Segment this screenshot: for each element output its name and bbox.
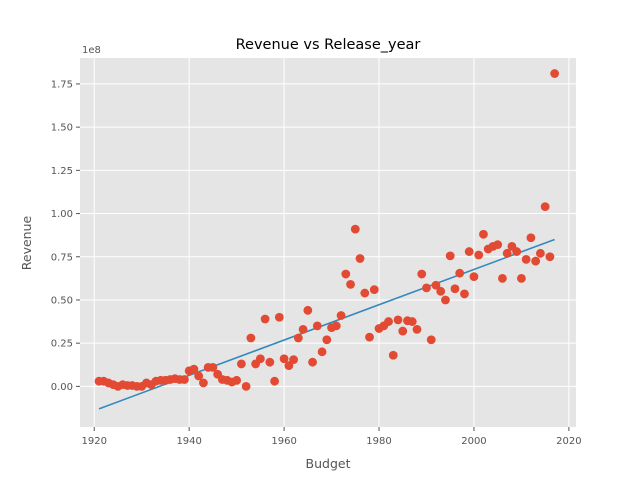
data-point	[545, 252, 555, 262]
y-axis-label: Revenue	[19, 215, 34, 270]
x-tick-label: 1960	[271, 436, 296, 447]
y-tick-label: 1.50	[51, 123, 73, 134]
x-tick-label: 2020	[556, 436, 581, 447]
y-tick-label: 0.00	[51, 382, 73, 393]
data-point	[436, 286, 446, 296]
data-point	[312, 321, 322, 331]
y-tick-label: 0.50	[51, 295, 73, 306]
data-point	[255, 354, 265, 364]
data-point	[355, 254, 365, 263]
data-point	[398, 326, 408, 336]
data-point	[289, 355, 298, 364]
data-point	[502, 248, 512, 258]
data-point	[189, 364, 199, 374]
data-point	[369, 285, 379, 294]
data-point	[464, 247, 474, 256]
data-point	[431, 280, 441, 290]
data-point	[360, 288, 370, 298]
y-tick-label: 1.25	[51, 166, 73, 177]
data-point	[445, 251, 455, 261]
x-axis-label: Budget	[306, 456, 351, 471]
x-tick-label: 1920	[82, 436, 107, 447]
data-point	[322, 335, 332, 345]
data-point	[241, 381, 251, 391]
y-tick-label: 0.25	[51, 339, 73, 350]
grid	[80, 58, 576, 427]
data-point	[194, 371, 204, 381]
data-point	[236, 359, 246, 369]
y-tick-label: 0.75	[51, 252, 73, 263]
data-point	[208, 362, 218, 372]
data-point	[479, 229, 488, 239]
data-point	[365, 332, 374, 342]
axis-ticks: 1920 1940 1960 1980 2000 2020 0.00 0.25 0.50 0.75…	[51, 79, 582, 447]
data-point	[469, 272, 479, 282]
data-point	[412, 324, 422, 334]
data-point	[384, 317, 393, 326]
data-point	[279, 354, 289, 364]
data-point	[455, 268, 465, 278]
chart-title: Revenue vs Release_year	[236, 37, 421, 53]
y-tick-label: 1.75	[51, 79, 73, 90]
data-point	[521, 254, 531, 264]
data-point	[512, 247, 522, 256]
data-point	[265, 357, 275, 367]
data-point	[531, 256, 541, 266]
data-point	[341, 269, 351, 279]
data-point	[246, 333, 256, 343]
data-point	[450, 284, 460, 294]
data-point	[422, 283, 431, 293]
y-axis-offset-label: 1e8	[82, 45, 101, 56]
data-point	[331, 321, 341, 331]
data-point	[298, 324, 308, 334]
x-tick-label: 2000	[461, 436, 486, 447]
data-point	[199, 378, 208, 388]
data-point	[498, 273, 507, 283]
data-point	[526, 233, 536, 243]
data-point	[293, 333, 303, 343]
data-point	[270, 376, 280, 386]
data-point	[180, 375, 189, 384]
data-point	[308, 357, 317, 367]
x-tick-label: 1980	[366, 436, 391, 447]
data-point	[550, 69, 560, 78]
data-point	[260, 314, 270, 324]
data-point	[388, 350, 398, 360]
data-point	[426, 335, 436, 345]
data-point	[350, 224, 360, 234]
data-point	[284, 361, 294, 371]
data-point	[474, 250, 484, 260]
data-point	[441, 295, 450, 305]
data-point	[540, 202, 550, 212]
data-point	[303, 305, 313, 315]
data-point	[460, 289, 469, 299]
data-point	[407, 317, 417, 326]
data-point	[232, 375, 242, 385]
data-point	[346, 280, 355, 289]
data-point	[336, 311, 346, 320]
data-point	[393, 315, 403, 325]
data-point	[493, 240, 503, 250]
data-point	[536, 248, 545, 258]
y-tick-label: 1.00	[51, 209, 73, 220]
data-point	[417, 269, 427, 279]
x-tick-label: 1940	[176, 436, 201, 447]
scatter-points	[94, 69, 560, 391]
data-point	[317, 347, 327, 357]
data-point	[517, 273, 526, 283]
plot-area	[80, 58, 576, 427]
data-point	[274, 312, 284, 322]
